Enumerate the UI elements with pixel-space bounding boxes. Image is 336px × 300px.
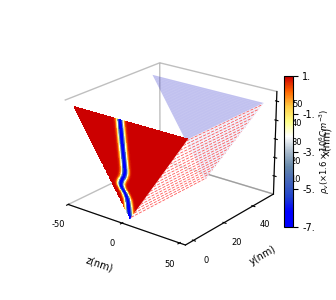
Y-axis label: $\rho_v(\times1.6\times10^6 Cm^{-3})$: $\rho_v(\times1.6\times10^6 Cm^{-3})$ — [318, 109, 332, 194]
Y-axis label: y(nm): y(nm) — [247, 243, 278, 267]
X-axis label: z(nm): z(nm) — [85, 255, 115, 273]
